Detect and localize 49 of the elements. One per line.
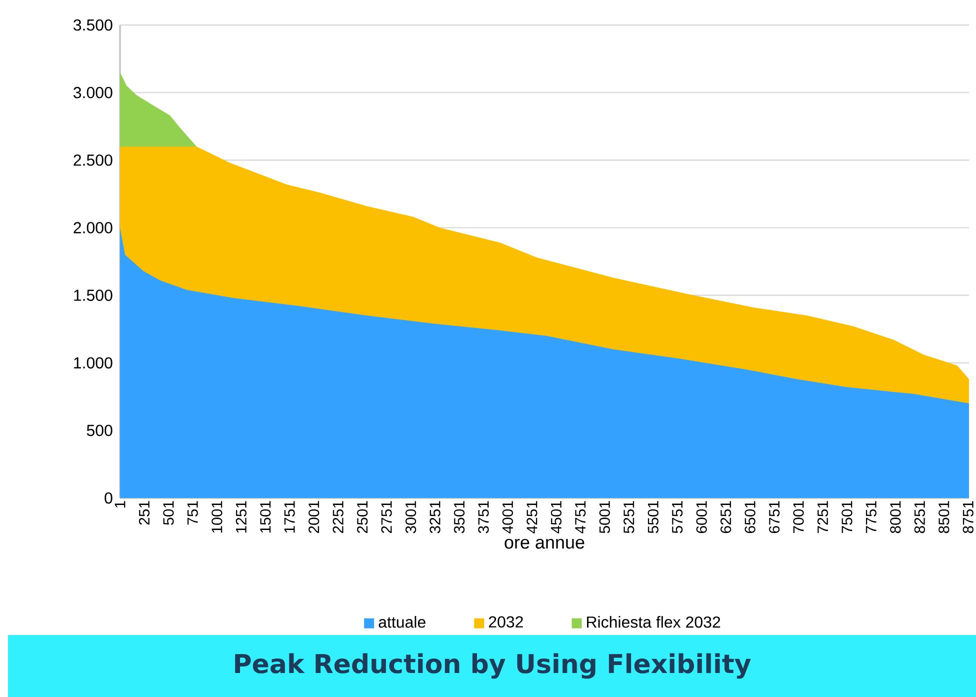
x-tick-label: 8251 bbox=[914, 501, 925, 534]
y-tick-label: 1.500 bbox=[74, 290, 112, 301]
x-tick-label: 8751 bbox=[962, 501, 974, 534]
x-tick-label: 2251 bbox=[332, 501, 344, 534]
x-tick-label: 501 bbox=[163, 501, 174, 525]
x-tick-label: 6251 bbox=[720, 501, 732, 534]
x-tick-label: 3501 bbox=[454, 501, 465, 534]
x-tick-label: 2001 bbox=[308, 501, 320, 534]
y-tick-label: 500 bbox=[86, 424, 112, 436]
x-tick-label: 6001 bbox=[696, 501, 707, 534]
x-tick-label: 6751 bbox=[768, 501, 780, 534]
legend-label: Richiesta flex 2032 bbox=[587, 616, 720, 628]
x-tick-label: 1251 bbox=[236, 501, 246, 533]
x-tick-label: 7001 bbox=[793, 501, 804, 533]
y-tick-label: 1.000 bbox=[74, 357, 112, 369]
x-tick-label: 5001 bbox=[599, 501, 610, 534]
x-tick-label: 4501 bbox=[550, 501, 562, 534]
text: Peak Reduction by Using Flexibility bbox=[235, 653, 751, 679]
x-tick-label: 8501 bbox=[938, 501, 950, 534]
x-tick-label: 8001 bbox=[890, 501, 901, 534]
y-tick-label: 3.500 bbox=[74, 19, 112, 31]
x-tick-label: 1001 bbox=[212, 501, 222, 533]
y-tick-label: 2.000 bbox=[74, 222, 112, 234]
x-tick-label: 6501 bbox=[744, 501, 756, 534]
x-tick-label: 1751 bbox=[284, 501, 295, 533]
x-tick-label: 2751 bbox=[381, 501, 392, 534]
x-tick-label: 3251 bbox=[430, 501, 440, 534]
x-tick-label: 7501 bbox=[842, 501, 852, 533]
x-tick-label: 3751 bbox=[478, 501, 489, 534]
x-tick-label: 5751 bbox=[672, 501, 683, 534]
x-tick-label: 751 bbox=[187, 501, 198, 525]
x-tick-label: 5251 bbox=[624, 501, 634, 534]
y-tick-label: 2.500 bbox=[74, 154, 112, 166]
x-tick-label: 1 bbox=[114, 501, 126, 508]
x-tick-label: 5501 bbox=[648, 501, 658, 534]
x-tick-label: 1501 bbox=[260, 501, 271, 533]
x-tick-label: 4751 bbox=[575, 501, 586, 534]
x-tick-label: 7251 bbox=[817, 501, 828, 533]
x-tick-label: 2501 bbox=[357, 501, 368, 534]
y-tick-label: 3.000 bbox=[74, 86, 112, 98]
legend-label: attuale bbox=[378, 616, 426, 628]
legend-label: 2032 bbox=[488, 616, 523, 628]
x-tick-label: 7751 bbox=[866, 501, 876, 533]
x-tick-label: 4001 bbox=[502, 501, 514, 534]
y-tick-label: 0 bbox=[104, 492, 112, 504]
x-axis-title: ore annue bbox=[504, 538, 584, 549]
x-tick-label: 4251 bbox=[526, 501, 538, 534]
x-tick-label: 251 bbox=[138, 501, 150, 525]
x-tick-label: 3001 bbox=[405, 501, 416, 534]
